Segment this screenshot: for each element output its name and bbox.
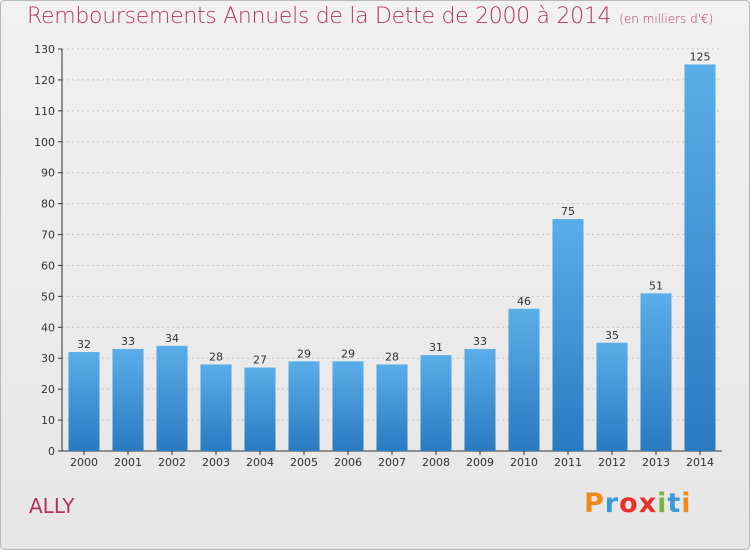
x-tick-labels: 2000 2001 2002 2003 2004 2005 2006 2007 2008 2009…: [70, 456, 714, 469]
value-label-2008: 31: [429, 341, 443, 354]
data-labels: 32 33 34 28 27 29 29 28 31 33 46 75 35 51 125: [77, 50, 711, 366]
bar-2002: [156, 345, 188, 451]
bar-2006: [332, 361, 364, 451]
value-label-2000: 32: [77, 338, 91, 351]
logo-letter: r: [604, 488, 620, 519]
y-tick-label: 90: [41, 167, 55, 180]
value-label-2011: 75: [561, 205, 575, 218]
y-tick-label: 30: [41, 352, 55, 365]
bar-2010: [508, 308, 540, 451]
value-label-2004: 27: [253, 354, 267, 367]
bars: [68, 64, 716, 451]
bar-2007: [376, 364, 408, 451]
y-tick-label: 70: [41, 229, 55, 242]
value-label-2001: 33: [121, 335, 135, 348]
y-tick-label: 120: [34, 74, 55, 87]
logo-letter: t: [667, 488, 682, 519]
value-label-2003: 28: [209, 350, 223, 363]
x-tick-label-2005: 2005: [290, 456, 318, 469]
bar-2004: [244, 367, 276, 451]
x-tick-label-2008: 2008: [422, 456, 450, 469]
y-tick-label: 130: [34, 43, 55, 56]
x-tick-label-2007: 2007: [378, 456, 406, 469]
x-tick-label-2000: 2000: [70, 456, 98, 469]
bar-2012: [596, 342, 628, 451]
title-text: Remboursements Annuels de la Dette de 20…: [27, 4, 612, 29]
bar-2001: [112, 348, 144, 451]
bar-2005: [288, 361, 320, 451]
y-tick-label: 110: [34, 105, 55, 118]
value-label-2005: 29: [297, 347, 311, 360]
y-tick-label: 40: [41, 321, 55, 334]
value-label-2007: 28: [385, 350, 399, 363]
bar-2000: [68, 352, 100, 451]
bar-2003: [200, 364, 232, 451]
bar-2013: [640, 293, 672, 451]
y-tick-label: 0: [48, 445, 55, 458]
logo-letter: o: [619, 488, 639, 519]
x-tick-label-2002: 2002: [158, 456, 186, 469]
unit-label: (en milliers d'€): [619, 12, 714, 26]
proxiti-logo: Proxiti: [584, 488, 692, 519]
x-tick-label-2003: 2003: [202, 456, 230, 469]
value-label-2009: 33: [473, 335, 487, 348]
bar-2008: [420, 355, 452, 451]
bar-2014: [684, 64, 716, 451]
x-tick-label-2006: 2006: [334, 456, 362, 469]
y-tick-labels: 0 10 20 30 40 50 60 70 80 90 100 110 120 130: [34, 43, 55, 458]
bar-2011: [552, 219, 584, 451]
value-label-2006: 29: [341, 347, 355, 360]
x-tick-label-2012: 2012: [598, 456, 626, 469]
y-tick-label: 50: [41, 290, 55, 303]
value-label-2002: 34: [165, 332, 179, 345]
commune-name: ALLY: [29, 494, 75, 518]
value-label-2013: 51: [649, 279, 663, 292]
y-tick-label: 100: [34, 136, 55, 149]
y-tick-label: 10: [41, 414, 55, 427]
bar-2009: [464, 348, 496, 451]
y-tick-label: 60: [41, 259, 55, 272]
logo-letter: P: [584, 488, 605, 519]
x-tick-label-2009: 2009: [466, 456, 494, 469]
x-tick-label-2001: 2001: [114, 456, 142, 469]
value-label-2012: 35: [605, 329, 619, 342]
logo-letter: i: [657, 488, 668, 519]
value-label-2014: 125: [690, 50, 711, 63]
x-tick-label-2014: 2014: [686, 456, 714, 469]
y-tick-label: 80: [41, 198, 55, 211]
x-tick-label-2004: 2004: [246, 456, 274, 469]
x-tick-label-2011: 2011: [554, 456, 582, 469]
value-label-2010: 46: [517, 295, 531, 308]
x-tick-label-2013: 2013: [642, 456, 670, 469]
chart-title: Remboursements Annuels de la Dette de 20…: [27, 4, 713, 29]
x-tick-label-2010: 2010: [510, 456, 538, 469]
logo-letter: x: [638, 488, 658, 519]
y-tick-label: 20: [41, 383, 55, 396]
logo-letter: i: [681, 488, 692, 519]
